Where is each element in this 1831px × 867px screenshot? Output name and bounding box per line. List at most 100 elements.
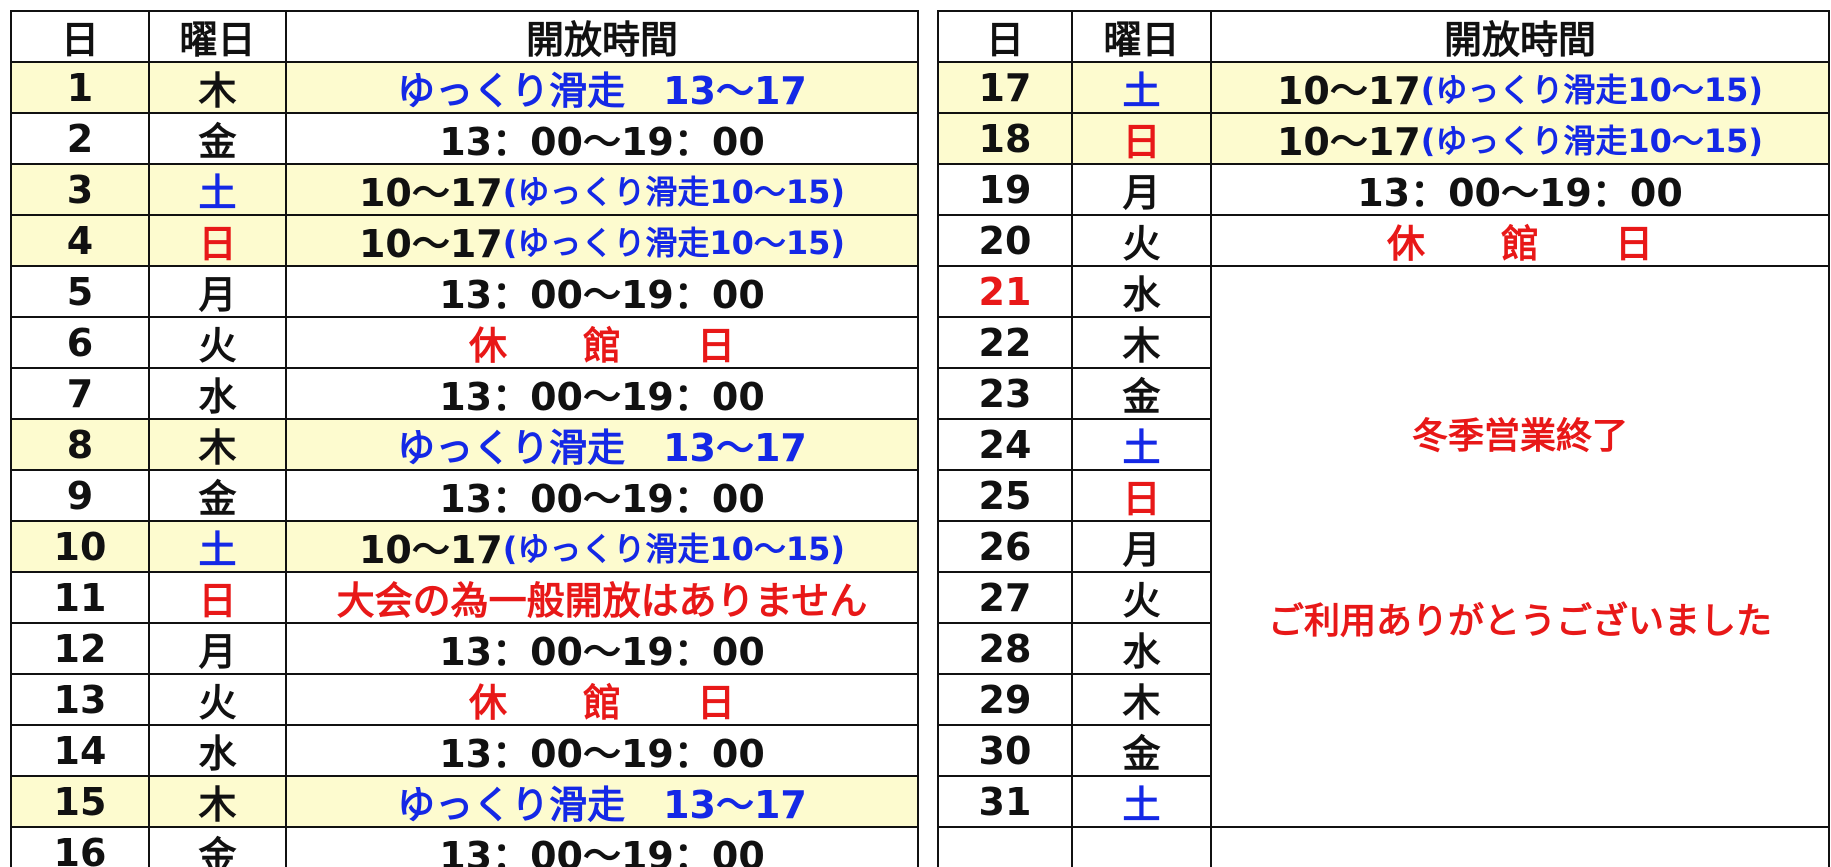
- cell-text: 曜日: [179, 18, 256, 62]
- weekday-cell: 木: [1073, 675, 1212, 726]
- hours-cell: 10～17 (ゆっくり滑走10～15): [287, 216, 919, 267]
- day-cell: 19: [939, 165, 1073, 216]
- cell-text: 1: [66, 65, 94, 110]
- cell-text: 13: [53, 677, 107, 722]
- cell-text: 土: [1122, 426, 1161, 470]
- cell-text: 開放時間: [1443, 18, 1596, 62]
- cell-text: (ゆっくり滑走10～15): [1420, 121, 1764, 160]
- cell-text: 水: [198, 375, 237, 419]
- hours-cell: 13：00～19：00: [287, 624, 919, 675]
- cell-text: 8: [66, 422, 94, 467]
- hours-cell: 13：00～19：00: [287, 267, 919, 318]
- day-cell: 27: [939, 573, 1073, 624]
- cell-text: 27: [978, 575, 1032, 620]
- hours-cell: 13：00～19：00: [1212, 165, 1830, 216]
- day-cell: 12: [12, 624, 150, 675]
- weekday-cell: 金: [1073, 369, 1212, 420]
- day-cell: 30: [939, 726, 1073, 777]
- day-cell: 31: [939, 777, 1073, 828]
- hours-cell: 大会の為一般開放はありません: [287, 573, 919, 624]
- empty-cell: [1212, 828, 1830, 867]
- hours-cell: 13：00～19：00: [287, 114, 919, 165]
- weekday-cell: 木: [150, 420, 287, 471]
- cell-text: 金: [198, 477, 237, 521]
- cell-text: 水: [1122, 630, 1161, 674]
- weekday-cell: 水: [1073, 624, 1212, 675]
- day-cell: 8: [12, 420, 150, 471]
- day-cell: 7: [12, 369, 150, 420]
- day-cell: 2: [12, 114, 150, 165]
- cell-text: 休 館 日: [468, 324, 735, 368]
- weekday-cell: 月: [1073, 165, 1212, 216]
- cell-text: 月: [1122, 528, 1161, 572]
- cell-text: 13：00～19：00: [439, 630, 765, 674]
- cell-text: 水: [198, 732, 237, 776]
- cell-text: 木: [198, 426, 237, 470]
- day-cell: 16: [12, 828, 150, 867]
- closing-message: 冬季営業終了: [1411, 416, 1628, 458]
- cell-text: 日: [985, 18, 1024, 62]
- cell-text: 土: [198, 171, 237, 215]
- cell-text: 13：00～19：00: [439, 273, 765, 317]
- cell-text: ゆっくり滑走 13～17: [397, 783, 807, 827]
- day-cell: 26: [939, 522, 1073, 573]
- cell-text: 火: [1122, 222, 1161, 266]
- cell-text: 31: [978, 779, 1032, 824]
- cell-text: 10: [53, 524, 107, 569]
- cell-text: 5: [66, 269, 94, 314]
- cell-text: 7: [66, 371, 94, 416]
- cell-text: 金: [1122, 375, 1161, 419]
- cell-text: 木: [198, 69, 237, 113]
- hours-cell: 13：00～19：00: [287, 471, 919, 522]
- cell-text: ゆっくり滑走 13～17: [397, 69, 807, 113]
- day-cell: 5: [12, 267, 150, 318]
- cell-text: 9: [66, 473, 94, 518]
- cell-text: 10～17: [1276, 120, 1421, 164]
- weekday-cell: 木: [150, 63, 287, 114]
- cell-text: 24: [978, 422, 1032, 467]
- day-cell: 11: [12, 573, 150, 624]
- cell-text: 28: [978, 626, 1032, 671]
- cell-text: 16: [53, 830, 107, 867]
- header-cell: 開放時間: [287, 12, 919, 63]
- weekday-cell: 金: [1073, 726, 1212, 777]
- weekday-cell: 土: [1073, 420, 1212, 471]
- header-cell: 日: [939, 12, 1073, 63]
- hours-cell: 10～17 (ゆっくり滑走10～15): [1212, 114, 1830, 165]
- cell-text: 休 館 日: [1386, 222, 1653, 266]
- merged-cell: 冬季営業終了 ご利用ありがとうございました: [1212, 267, 1830, 828]
- weekday-cell: 日: [150, 216, 287, 267]
- weekday-cell: 木: [1073, 318, 1212, 369]
- day-cell: 9: [12, 471, 150, 522]
- cell-text: 10～17: [358, 171, 503, 215]
- cell-text: 18: [978, 116, 1032, 161]
- hours-cell: 10～17 (ゆっくり滑走10～15): [287, 522, 919, 573]
- cell-text: 26: [978, 524, 1032, 569]
- header-cell: 曜日: [1073, 12, 1212, 63]
- cell-text: 日: [1122, 120, 1161, 164]
- cell-text: 20: [978, 218, 1032, 263]
- cell-text: 11: [53, 575, 107, 620]
- cell-text: 土: [1122, 783, 1161, 827]
- cell-text: 13：00～19：00: [439, 834, 765, 867]
- day-cell: 25: [939, 471, 1073, 522]
- cell-text: 4: [66, 218, 94, 263]
- day-cell: 1: [12, 63, 150, 114]
- day-cell: 20: [939, 216, 1073, 267]
- header-cell: 日: [12, 12, 150, 63]
- cell-text: 木: [1122, 681, 1161, 725]
- weekday-cell: 水: [150, 726, 287, 777]
- cell-text: 21: [978, 269, 1032, 314]
- hours-cell: 10～17 (ゆっくり滑走10～15): [1212, 63, 1830, 114]
- cell-text: 土: [1122, 69, 1161, 113]
- day-cell: 14: [12, 726, 150, 777]
- table-border: [10, 10, 919, 12]
- cell-text: 13：00～19：00: [1357, 171, 1683, 215]
- weekday-cell: 日: [1073, 471, 1212, 522]
- weekday-cell: 月: [150, 267, 287, 318]
- cell-text: (ゆっくり滑走10～15): [502, 529, 846, 568]
- cell-text: 日: [60, 18, 99, 62]
- cell-text: 開放時間: [525, 18, 678, 62]
- weekday-cell: 火: [150, 318, 287, 369]
- weekday-cell: 木: [150, 777, 287, 828]
